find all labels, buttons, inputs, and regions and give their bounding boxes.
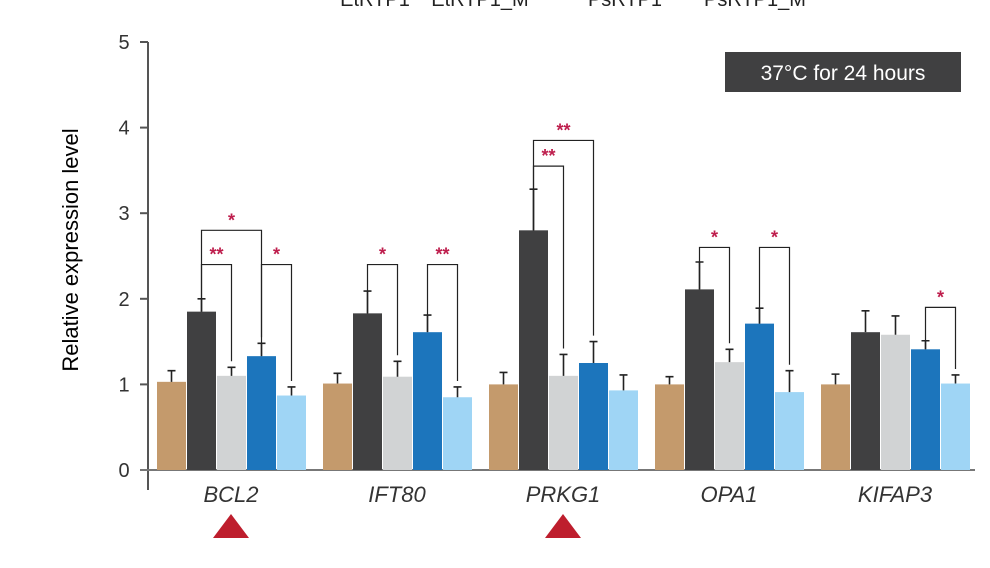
condition-annotation-text: 37°C for 24 hours (761, 62, 926, 85)
bar-BCL2-0 (157, 381, 186, 470)
legend-entry-3: PsRTP1_M (704, 0, 806, 11)
category-label-BCL2: BCL2 (203, 482, 258, 507)
error-bar-KIFAP3-2 (891, 315, 900, 335)
y-tick-label-3: 3 (118, 203, 129, 225)
bar-IFT80-3 (413, 332, 442, 470)
error-bar-BCL2-2 (227, 366, 236, 376)
significance-bracket-2 (200, 229, 263, 338)
x-axis: BCL2 IFT80 PRKG1 OPA1 KIFAP3 (140, 469, 975, 507)
error-bar-OPA1-4 (785, 369, 794, 393)
category-label-OPA1: OPA1 (700, 482, 757, 507)
bar-PRKG1-3 (579, 363, 608, 470)
legend: EtRTP1 EtRTP1_M PsRTP1 PsRTP1_M (340, 0, 806, 11)
significance-label-5: ** (541, 146, 555, 166)
significance-bracket-9 (924, 306, 957, 369)
bar-PRKG1-4 (609, 390, 638, 470)
significance-bracket-3 (366, 263, 399, 356)
bar-IFT80-4 (443, 397, 472, 470)
error-bar-PRKG1-3 (589, 340, 598, 363)
error-bar-OPA1-2 (725, 348, 734, 363)
y-tick-label-5: 5 (118, 32, 129, 54)
bar-OPA1-1 (685, 289, 714, 470)
bar-BCL2-4 (277, 395, 306, 470)
error-bar-BCL2-4 (287, 386, 296, 396)
bar-IFT80-0 (323, 383, 352, 470)
error-bar-OPA1-0 (665, 375, 674, 385)
bar-OPA1-4 (775, 392, 804, 470)
bar-PRKG1-1 (519, 230, 548, 470)
bar-OPA1-2 (715, 362, 744, 470)
significance-label-2: * (228, 210, 235, 230)
significance-label-3: * (379, 245, 386, 265)
error-bar-KIFAP3-1 (861, 309, 870, 333)
bar-PRKG1-0 (489, 384, 518, 470)
legend-entry-1: EtRTP1_M (431, 0, 528, 11)
bar-OPA1-3 (745, 323, 774, 470)
y-axis-title: Relative expression level (58, 128, 83, 371)
error-bar-PRKG1-2 (559, 353, 568, 376)
legend-entry-0: EtRTP1 (340, 0, 410, 11)
y-tick-label-0: 0 (118, 460, 129, 482)
error-bar-KIFAP3-0 (831, 373, 840, 385)
significance-label-7: * (711, 227, 718, 247)
significance-label-9: * (937, 287, 944, 307)
error-bar-PRKG1-0 (499, 371, 508, 385)
significance-bracket-8 (758, 246, 791, 365)
y-axis: 0 1 2 3 4 5 (118, 32, 149, 490)
error-bar-IFT80-4 (453, 386, 462, 398)
significance-bracket-7 (698, 246, 731, 344)
significance-bracket-6 (532, 139, 595, 336)
condition-annotation: 37°C for 24 hours (725, 52, 961, 92)
significance-label-1: * (273, 245, 280, 265)
bars (157, 230, 970, 470)
bar-KIFAP3-0 (821, 384, 850, 470)
significance-brackets: ** *** ******* ** (200, 120, 957, 381)
highlight-markers (213, 514, 581, 538)
bar-IFT80-1 (353, 313, 382, 470)
error-bar-IFT80-0 (333, 372, 342, 384)
error-bar-IFT80-2 (393, 360, 402, 377)
bar-BCL2-3 (247, 356, 276, 470)
bar-KIFAP3-2 (881, 334, 910, 470)
significance-label-6: ** (556, 120, 570, 140)
bar-PRKG1-2 (549, 375, 578, 470)
significance-label-0: ** (209, 245, 223, 265)
highlight-triangle-PRKG1 (545, 514, 581, 538)
significance-label-8: * (771, 227, 778, 247)
category-label-PRKG1: PRKG1 (526, 482, 601, 507)
bar-KIFAP3-4 (941, 383, 970, 470)
highlight-triangle-BCL2 (213, 514, 249, 538)
error-bar-PRKG1-4 (619, 374, 628, 391)
error-bar-BCL2-0 (167, 369, 176, 382)
bar-KIFAP3-3 (911, 349, 940, 470)
bar-KIFAP3-1 (851, 332, 880, 470)
y-tick-label-1: 1 (118, 374, 129, 396)
bar-BCL2-2 (217, 375, 246, 470)
bar-BCL2-1 (187, 311, 216, 470)
bar-IFT80-2 (383, 376, 412, 470)
category-label-IFT80: IFT80 (368, 482, 426, 507)
bar-OPA1-0 (655, 384, 684, 470)
legend-entry-2: PsRTP1 (588, 0, 662, 11)
y-tick-label-2: 2 (118, 289, 129, 311)
significance-label-4: ** (435, 245, 449, 265)
category-label-KIFAP3: KIFAP3 (858, 482, 933, 507)
error-bar-KIFAP3-4 (951, 374, 960, 384)
significance-bracket-4 (426, 263, 459, 381)
y-tick-label-4: 4 (118, 118, 129, 140)
